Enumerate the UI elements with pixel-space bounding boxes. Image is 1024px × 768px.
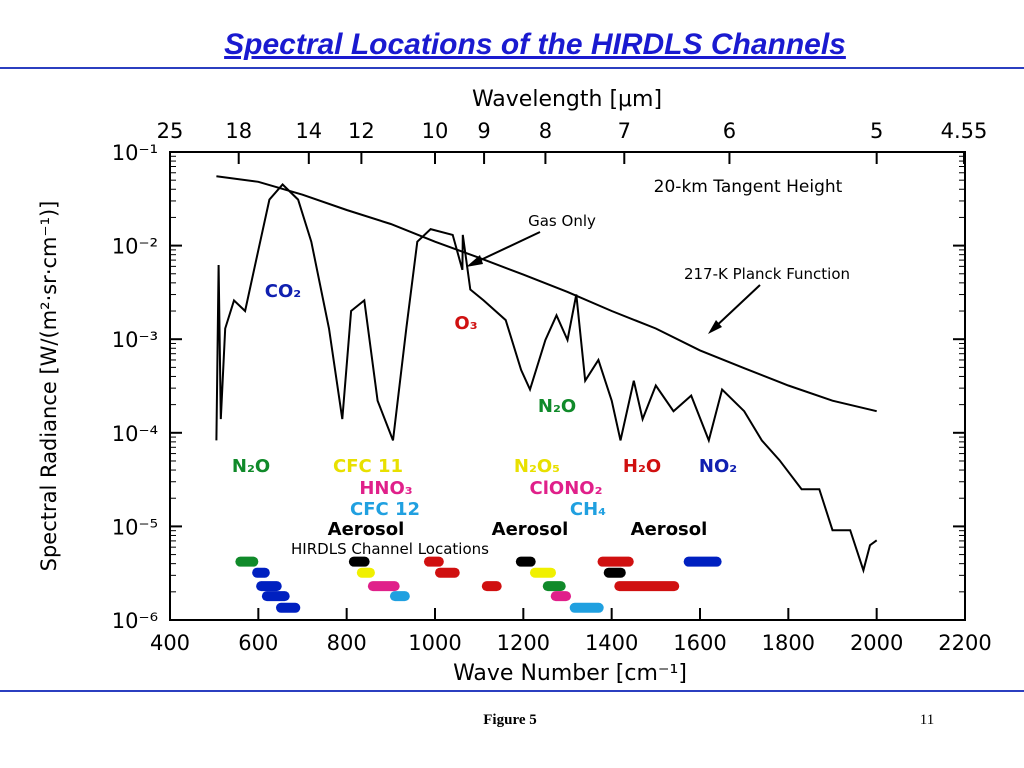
channel (481, 581, 502, 592)
channel (603, 567, 626, 578)
x2-tick-label: 12 (348, 119, 375, 143)
gas-label: N₂O₅ (514, 456, 560, 477)
gas-label: N₂O (232, 456, 270, 477)
x2-tick-label: 9 (477, 119, 490, 143)
gas-label: NO₂ (699, 456, 737, 477)
gas-label: O₃ (454, 313, 477, 334)
channel (683, 556, 722, 567)
channel (423, 556, 444, 567)
series-line (216, 175, 877, 413)
x-axis-label: Wave Number [cm⁻¹] (453, 661, 687, 686)
x-tick-label: 1000 (408, 631, 461, 655)
channel (256, 581, 282, 592)
slide-title: Spectral Locations of the HIRDLS Channel… (224, 28, 846, 61)
channel (614, 581, 680, 592)
arrowhead (466, 255, 483, 267)
x2-tick-label: 4.55 (941, 119, 988, 143)
x2-tick-label: 8 (539, 119, 552, 143)
arrow (711, 284, 761, 331)
channel (529, 567, 557, 578)
x2-tick-label: 5 (870, 119, 883, 143)
x2-tick-label: 14 (295, 119, 322, 143)
x-tick-label: 400 (150, 631, 190, 655)
y-tick-label: 10⁻⁴ (112, 422, 158, 446)
gas-label: CFC 12 (350, 499, 420, 520)
x-tick-label: 1400 (585, 631, 638, 655)
x-tick-label: 2200 (938, 631, 991, 655)
channel (389, 591, 410, 602)
channel (542, 581, 566, 592)
channel (356, 567, 375, 578)
channel (569, 602, 604, 613)
channel (252, 567, 270, 578)
channel (435, 567, 460, 578)
series-label: 217-K Planck Function (684, 265, 850, 283)
y-tick-label: 10⁻⁵ (112, 515, 158, 539)
gas-label: N₂O (538, 396, 576, 417)
arrowhead (708, 320, 722, 334)
x2-tick-label: 7 (618, 119, 631, 143)
x2-tick-label: 10 (422, 119, 449, 143)
channel (235, 556, 259, 567)
x2-tick-label: 18 (225, 119, 252, 143)
x-tick-label: 2000 (850, 631, 903, 655)
channel (276, 602, 301, 613)
gas-label: H₂O (623, 456, 661, 477)
y-tick-label: 10⁻¹ (112, 141, 158, 165)
channel (597, 556, 634, 567)
x-tick-label: 1600 (673, 631, 726, 655)
channel (261, 591, 290, 602)
arrow (469, 231, 541, 266)
caption: Figure 5 (483, 712, 536, 728)
gas-label: HNO₃ (359, 478, 412, 499)
plot-frame (169, 151, 966, 621)
y-tick-label: 10⁻⁶ (112, 609, 158, 633)
gas-label: ClONO₂ (530, 478, 603, 499)
channel (348, 556, 370, 567)
channel (515, 556, 536, 567)
x-tick-label: 600 (238, 631, 278, 655)
gas-label: Aerosol (328, 519, 405, 540)
gas-label: CO₂ (265, 281, 301, 302)
gas-label: CFC 11 (333, 456, 403, 477)
x-tick-label: 800 (327, 631, 367, 655)
x2-tick-label: 6 (723, 119, 736, 143)
channel (367, 581, 400, 592)
gas-label: Aerosol (492, 519, 569, 540)
y-axis-label: Spectral Radiance [W/(m²·sr·cm⁻¹)] (37, 201, 61, 572)
annotation: 20-km Tangent Height (654, 177, 843, 197)
y-tick-label: 10⁻³ (112, 328, 158, 352)
annotation: HIRDLS Channel Locations (291, 540, 489, 558)
channel (550, 591, 572, 602)
y-tick-label: 10⁻² (112, 235, 158, 259)
x2-axis-label: Wavelength [μm] (472, 87, 662, 112)
x-tick-label: 1200 (497, 631, 550, 655)
series-label: Gas Only (528, 212, 596, 230)
x2-tick-label: 25 (157, 119, 184, 143)
gas-label: Aerosol (631, 519, 708, 540)
page-number: 11 (920, 712, 934, 728)
series-line (215, 183, 878, 574)
gas-label: CH₄ (570, 499, 606, 520)
x-tick-label: 1800 (762, 631, 815, 655)
